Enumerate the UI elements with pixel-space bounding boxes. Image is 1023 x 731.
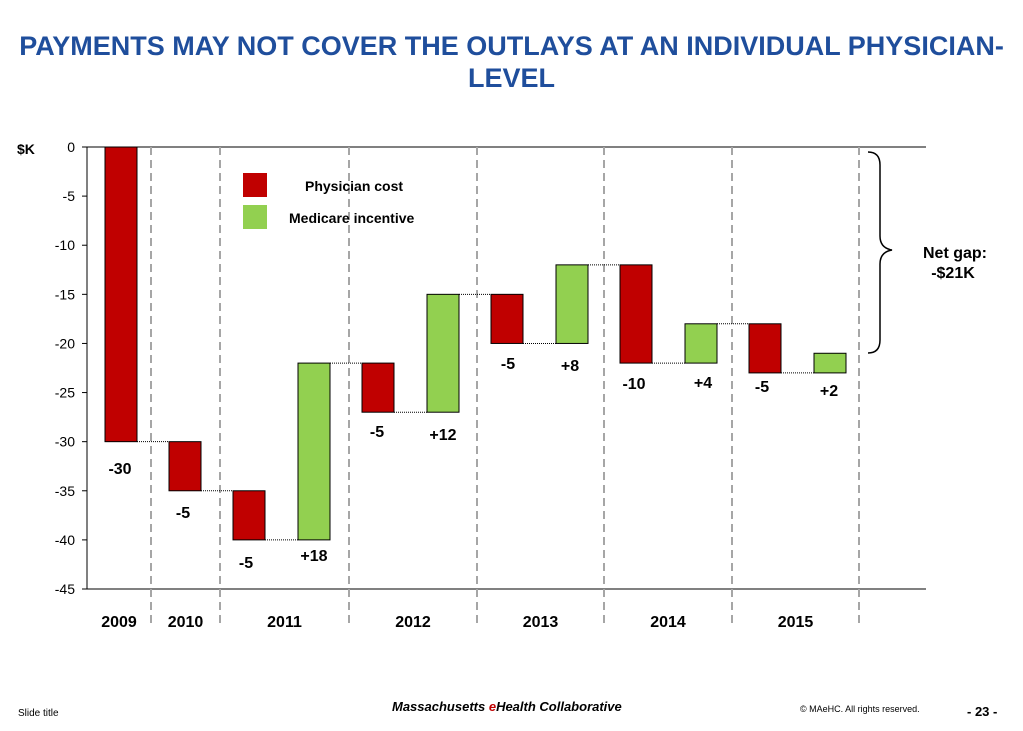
x-year-label: 2013 — [523, 614, 559, 631]
org-name: Massachusetts eHealth Collaborative — [392, 699, 622, 714]
bar-value-label: +4 — [694, 375, 712, 392]
bar-value-label: -5 — [501, 356, 515, 373]
x-year-label: 2012 — [395, 614, 431, 631]
page-title: PAYMENTS MAY NOT COVER THE OUTLAYS AT AN… — [0, 30, 1023, 94]
bar-value-label: -30 — [108, 461, 131, 478]
net-gap-value: -$21K — [931, 265, 975, 282]
cost-bar — [490, 293, 524, 344]
y-tick-label: -25 — [55, 385, 75, 401]
y-tick-label: -30 — [55, 434, 75, 450]
bar-value-label: +12 — [429, 427, 456, 444]
org-name-part2: Health Collaborative — [496, 699, 622, 714]
x-year-label: 2015 — [778, 614, 814, 631]
bar-value-label: -5 — [239, 555, 253, 572]
y-tick-label: -15 — [55, 286, 75, 302]
org-name-accent: e — [488, 699, 497, 714]
bar-value-label: -5 — [370, 424, 384, 441]
cost-bar — [748, 323, 782, 374]
copyright-text: © MAeHC. All rights reserved. — [800, 704, 920, 714]
bar-value-label: +8 — [561, 358, 579, 375]
cost-bar — [104, 146, 138, 443]
y-tick-label: 0 — [67, 139, 75, 155]
legend-swatch-incentive — [243, 205, 267, 229]
y-tick-label: -35 — [55, 483, 75, 499]
cost-bar — [361, 362, 395, 413]
bar-value-label: +18 — [300, 548, 327, 565]
incentive-bar — [813, 352, 847, 374]
bar-value-label: -5 — [176, 505, 190, 522]
y-axis-label: $K — [17, 141, 35, 157]
bar-value-label: -10 — [622, 376, 645, 393]
x-year-label: 2009 — [101, 614, 137, 631]
cost-bar — [619, 264, 653, 364]
page-number: - 23 - — [967, 704, 998, 719]
incentive-bar — [426, 293, 460, 413]
x-year-label: 2011 — [267, 614, 302, 631]
y-tick-label: -45 — [55, 581, 75, 597]
net-gap-brace — [867, 151, 893, 354]
legend-label-cost: Physician cost — [305, 178, 403, 194]
x-year-label: 2010 — [168, 614, 204, 631]
incentive-bar — [297, 362, 331, 541]
legend-swatch-cost — [243, 173, 267, 197]
org-name-part1: Massachusetts — [392, 699, 489, 714]
bar-value-label: -5 — [755, 379, 769, 396]
bar-value-label: +2 — [820, 383, 838, 400]
y-tick-label: -40 — [55, 532, 75, 548]
slide-title-footer: Slide title — [18, 708, 59, 719]
x-year-label: 2014 — [650, 614, 686, 631]
title-text: PAYMENTS MAY NOT COVER THE OUTLAYS AT AN… — [19, 31, 1004, 93]
y-tick-label: -10 — [55, 237, 75, 253]
incentive-bar — [555, 264, 589, 344]
y-tick-label: -20 — [55, 335, 75, 351]
legend-label-incentive: Medicare incentive — [289, 210, 414, 226]
incentive-bar — [684, 323, 718, 364]
cost-bar — [232, 490, 266, 541]
y-tick-label: -5 — [63, 188, 76, 204]
cost-bar — [168, 441, 202, 492]
net-gap-label: Net gap: — [923, 245, 987, 262]
